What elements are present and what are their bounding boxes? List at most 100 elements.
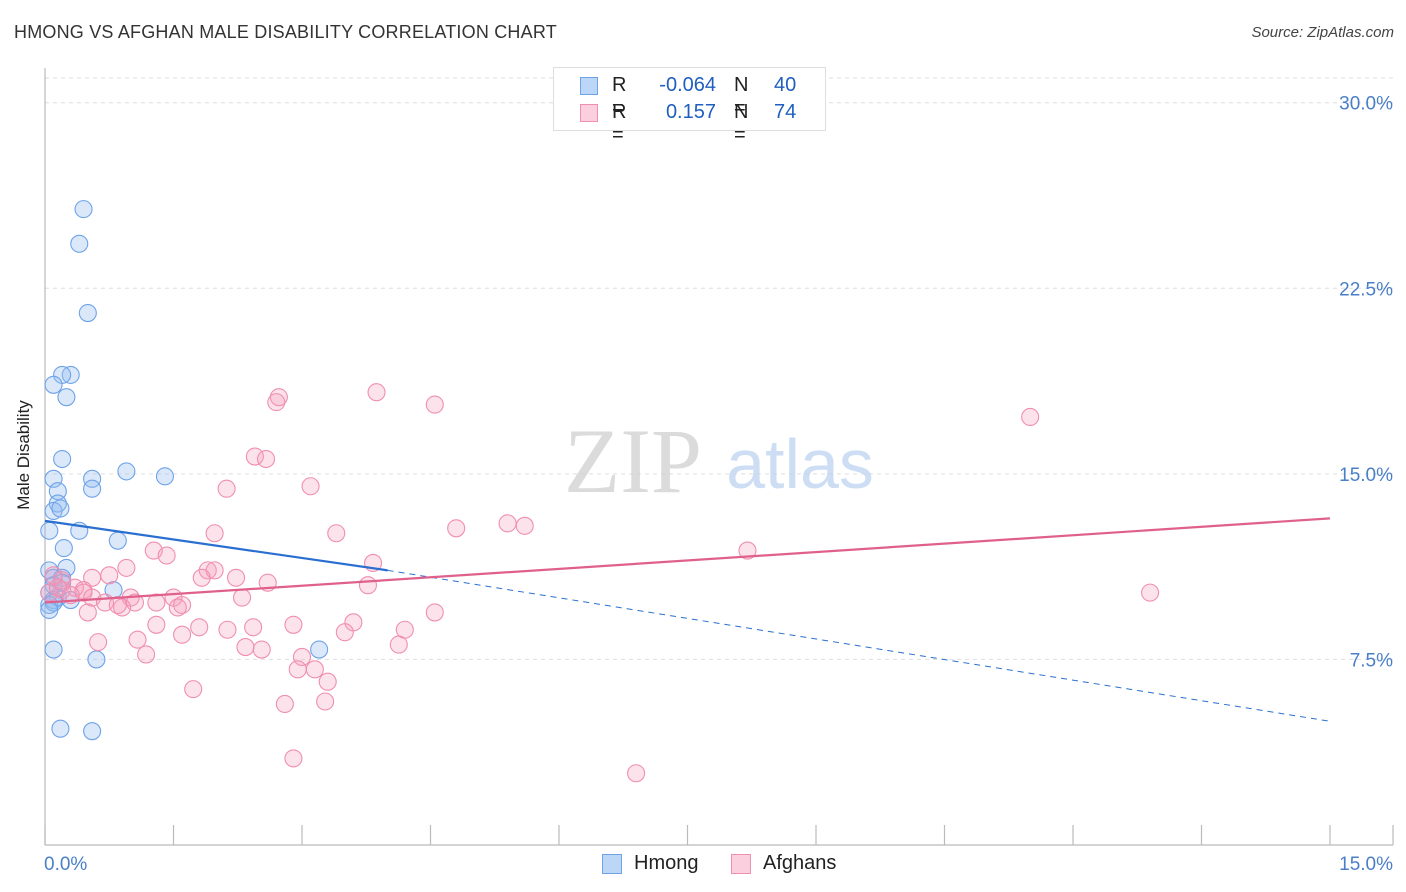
data-point-afghans	[198, 561, 217, 580]
data-point-afghans	[301, 477, 320, 496]
legend-r-value: -0.064	[659, 74, 716, 96]
data-point-afghans	[184, 680, 203, 699]
data-point-afghans	[205, 524, 224, 543]
chart-title: HMONG VS AFGHAN MALE DISABILITY CORRELAT…	[14, 22, 557, 42]
data-point-afghans	[284, 749, 303, 768]
data-point-hmong	[51, 719, 70, 738]
legend-swatch-afghans	[731, 854, 751, 874]
data-point-afghans	[327, 524, 346, 543]
data-point-afghans	[515, 516, 534, 535]
watermark-atlas: atlas	[726, 425, 874, 503]
data-point-afghans	[192, 568, 211, 587]
data-point-afghans	[1141, 583, 1160, 602]
data-point-afghans	[358, 576, 378, 595]
tick-labels: 7.5% 15.0% 22.5% 30.0% 0.0% 15.0%	[44, 94, 1393, 875]
data-point-afghans	[137, 645, 156, 664]
grid-lines	[45, 77, 1393, 660]
data-point-afghans	[447, 519, 466, 538]
data-point-hmong	[78, 303, 97, 323]
data-point-afghans	[190, 618, 209, 637]
legend-swatch-hmong	[602, 854, 622, 874]
legend-label-afghans: Afghans	[763, 852, 837, 874]
data-point-hmong	[117, 462, 136, 481]
y-tick-label: 30.0%	[1339, 94, 1393, 115]
legend-r-label: R =	[612, 74, 627, 119]
data-point-afghans	[1021, 407, 1040, 427]
data-point-afghans	[89, 633, 108, 652]
data-point-hmong	[155, 467, 174, 486]
trend-line-hmong	[44, 519, 388, 572]
data-point-afghans	[275, 694, 294, 714]
data-point-afghans	[738, 541, 757, 560]
data-point-hmong	[54, 539, 73, 558]
y-tick-label: 15.0%	[1339, 465, 1393, 486]
data-point-afghans	[147, 593, 166, 612]
data-point-hmong	[51, 499, 70, 518]
data-point-hmong	[108, 531, 127, 550]
legend-n-value: 40	[774, 74, 797, 96]
data-point-afghans	[425, 603, 444, 622]
y-tick-label: 7.5%	[1350, 650, 1393, 671]
x-tick-label: 15.0%	[1339, 854, 1393, 875]
x-tick-label: 0.0%	[44, 854, 87, 875]
data-point-hmong	[83, 479, 102, 498]
data-point-afghans	[226, 568, 246, 587]
data-point-afghans	[61, 586, 80, 605]
data-point-afghans	[244, 618, 263, 637]
data-points	[40, 200, 1160, 783]
data-point-afghans	[267, 393, 286, 412]
legend-n-value: 74	[774, 101, 797, 123]
data-point-afghans	[157, 546, 176, 565]
data-point-afghans	[100, 566, 119, 585]
y-tick-label: 22.5%	[1339, 279, 1393, 300]
data-point-afghans	[256, 449, 276, 469]
data-point-afghans	[232, 588, 252, 607]
data-point-afghans	[108, 595, 127, 615]
watermark-zip: ZIP	[564, 410, 702, 512]
data-point-afghans	[425, 395, 444, 414]
data-point-hmong	[310, 640, 329, 659]
data-point-afghans	[147, 615, 166, 634]
legend-n-label: N =	[734, 74, 749, 119]
data-point-hmong	[53, 449, 72, 469]
trend-line-afghans	[44, 517, 1331, 604]
legend-r-label: R =	[612, 101, 627, 146]
data-point-afghans	[389, 635, 408, 654]
data-point-hmong	[40, 521, 59, 540]
data-point-afghans	[173, 625, 192, 644]
legend-swatch-afghans	[580, 104, 598, 122]
source-credit: Source: ZipAtlas.com	[1251, 24, 1394, 41]
data-point-afghans	[128, 630, 147, 649]
data-point-afghans	[217, 479, 236, 498]
data-point-afghans	[236, 638, 255, 657]
axes	[44, 68, 1394, 846]
data-point-afghans	[40, 583, 59, 602]
data-point-afghans	[284, 615, 303, 634]
data-point-hmong	[83, 722, 102, 741]
data-point-hmong	[44, 640, 63, 659]
data-point-afghans	[305, 660, 324, 679]
data-point-hmong	[83, 469, 102, 488]
trend-extension-hmong	[387, 569, 1331, 722]
legend-label-hmong: Hmong	[634, 852, 699, 874]
trend-lines	[44, 517, 1331, 722]
data-point-afghans	[168, 598, 187, 617]
data-point-hmong	[87, 650, 106, 669]
legend-n-label: N =	[734, 101, 749, 146]
data-point-afghans	[245, 447, 264, 466]
data-point-afghans	[117, 558, 136, 577]
data-point-hmong	[44, 375, 63, 394]
data-point-hmong	[70, 234, 89, 253]
stats-legend: R = -0.064 N = 40 R = 0.157 N = 74	[553, 67, 826, 146]
legend-r-value: 0.157	[665, 101, 716, 123]
data-point-afghans	[498, 514, 517, 533]
data-point-afghans	[83, 568, 102, 587]
data-point-hmong	[57, 388, 76, 407]
data-point-hmong	[44, 501, 63, 521]
data-point-afghans	[335, 623, 354, 642]
legend-swatch-hmong	[580, 77, 598, 95]
data-point-hmong	[74, 200, 93, 219]
data-point-afghans	[78, 603, 97, 622]
data-point-afghans	[288, 660, 307, 679]
